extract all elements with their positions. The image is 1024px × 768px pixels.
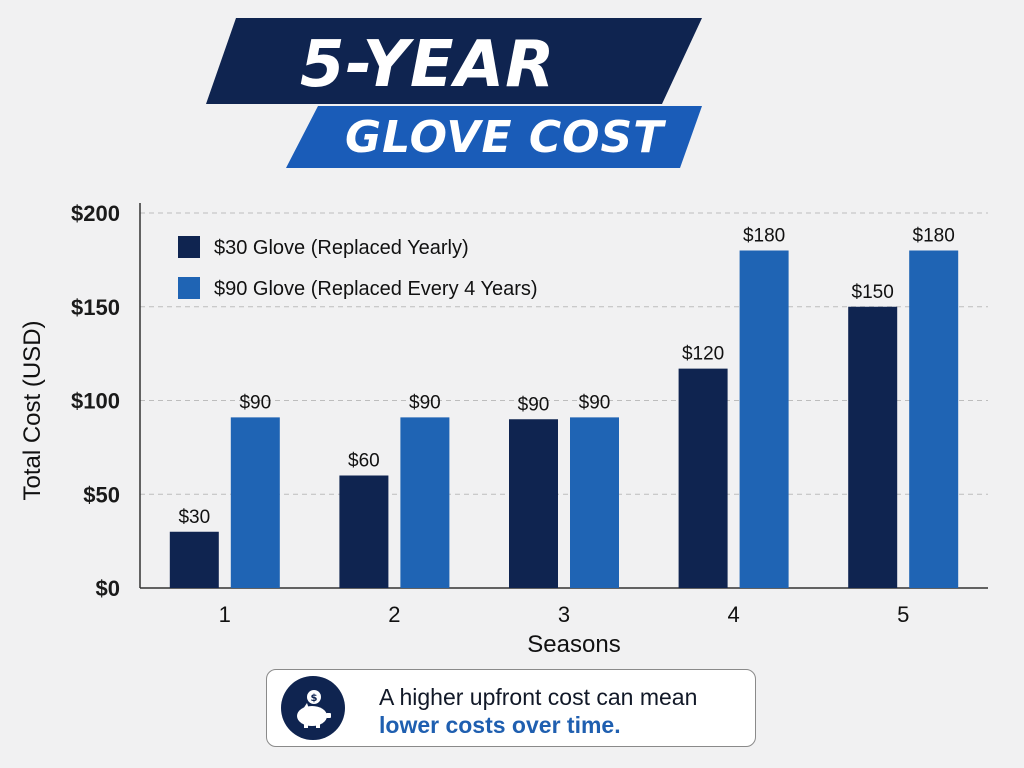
bar (739, 250, 789, 588)
bar-value-label: $90 (239, 392, 271, 413)
bar (909, 250, 959, 588)
y-tick-label: $50 (83, 482, 120, 507)
bar-value-label: $30 (178, 507, 210, 528)
bar (230, 417, 280, 588)
bar (848, 306, 898, 588)
bar (678, 368, 728, 588)
banner-blue-band (286, 106, 702, 168)
banner-dark-band (206, 18, 702, 104)
bar (169, 531, 219, 588)
legend-swatch (178, 236, 200, 258)
piggy-bank-dollar-icon: $ (281, 676, 345, 740)
y-tick-label: $100 (71, 389, 120, 414)
y-tick-label: $200 (71, 201, 120, 226)
bar (400, 417, 450, 588)
svg-text:$: $ (311, 693, 318, 704)
bar-value-label: $120 (682, 344, 724, 365)
legend-label: $30 Glove (Replaced Yearly) (214, 237, 469, 259)
tip-text-line2: lower costs over time. (379, 712, 621, 738)
title-banner (206, 18, 702, 168)
bar-chart: $0 $50 $100 $150 $200 $30 $90 1 $60 $90 2 $90 $90 3 $1… (19, 201, 988, 658)
bar (570, 417, 619, 588)
x-tick-label: 4 (727, 602, 739, 627)
bar-value-label: $180 (743, 226, 785, 247)
legend-swatch (178, 277, 200, 299)
bar-value-label: $90 (409, 392, 441, 413)
legend-label: $90 Glove (Replaced Every 4 Years) (214, 278, 538, 300)
bar (339, 475, 389, 588)
bar (509, 419, 558, 588)
bar-value-label: $90 (579, 392, 611, 413)
y-tick-label: $150 (71, 295, 120, 320)
x-axis-title: Seasons (527, 631, 620, 658)
x-tick-label: 3 (558, 602, 570, 627)
y-tick-label: $0 (96, 576, 120, 601)
banner-subtitle: GLOVE COST (345, 112, 665, 163)
bar-value-label: $90 (518, 394, 550, 415)
y-axis-title: Total Cost (USD) (19, 320, 46, 500)
tip-callout: $ A higher upfront cost can mean lower c… (266, 669, 756, 747)
x-tick-label: 2 (388, 602, 400, 627)
x-tick-label: 5 (897, 602, 909, 627)
tip-text-line1: A higher upfront cost can mean (379, 684, 698, 710)
bar-value-label: $150 (852, 282, 894, 303)
bar-value-label: $60 (348, 451, 380, 472)
banner-title: 5-YEAR (300, 28, 556, 102)
x-tick-label: 1 (219, 602, 231, 627)
bar-value-label: $180 (913, 226, 955, 247)
